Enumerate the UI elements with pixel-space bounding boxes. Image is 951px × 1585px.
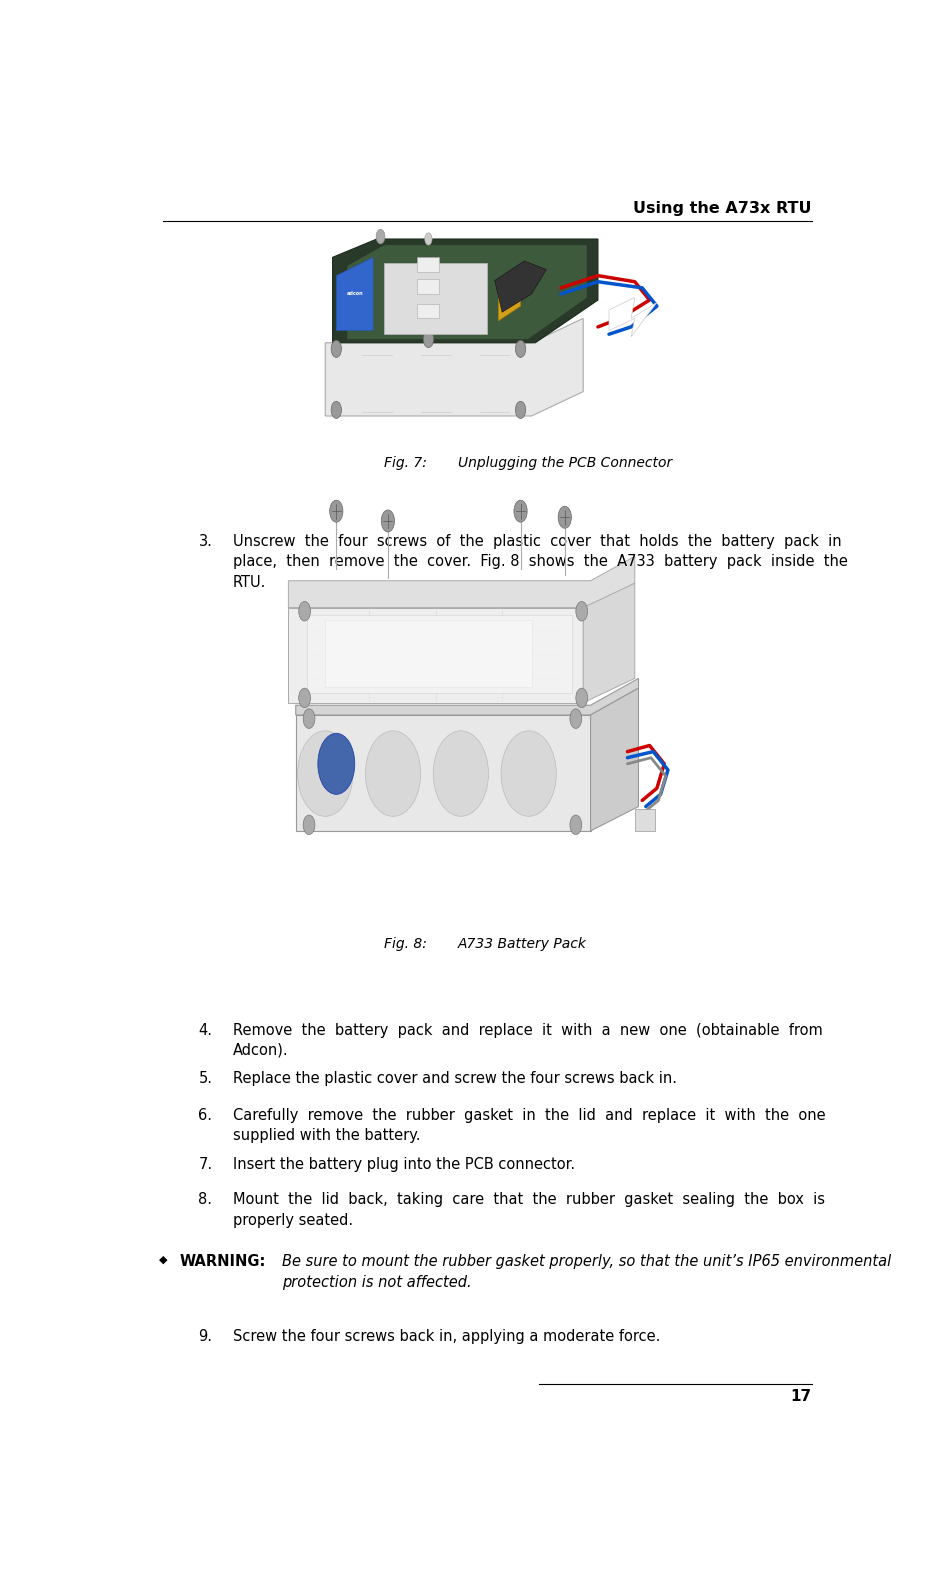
Text: Be sure to mount the rubber gasket properly, so that the unit’s IP65 environment: Be sure to mount the rubber gasket prope… [282,1254,892,1290]
Polygon shape [591,688,638,831]
Polygon shape [296,678,638,715]
Polygon shape [498,269,520,320]
Polygon shape [384,263,487,334]
Polygon shape [495,262,546,312]
Circle shape [515,401,526,418]
Text: Fig. 8:: Fig. 8: [384,937,427,951]
Polygon shape [307,615,573,693]
Polygon shape [347,246,587,339]
Polygon shape [288,607,583,702]
Text: Unplugging the PCB Connector: Unplugging the PCB Connector [457,456,672,471]
Circle shape [575,688,588,707]
Text: 6.: 6. [199,1108,212,1124]
Ellipse shape [298,731,353,816]
Text: 3.: 3. [199,534,212,548]
Text: adcon: adcon [346,292,363,296]
Polygon shape [333,241,535,342]
Bar [417,304,439,319]
Text: Mount  the  lid  back,  taking  care  that  the  rubber  gasket  sealing  the  b: Mount the lid back, taking care that the… [233,1192,825,1228]
Text: Remove  the  battery  pack  and  replace  it  with  a  new  one  (obtainable  fr: Remove the battery pack and replace it w… [233,1022,823,1057]
Polygon shape [325,319,583,415]
Polygon shape [325,620,532,686]
Text: 7.: 7. [199,1157,213,1171]
Circle shape [515,341,526,357]
Text: ◆: ◆ [160,1254,168,1265]
Circle shape [318,734,355,794]
Polygon shape [333,239,598,342]
Circle shape [303,708,315,729]
Text: Unscrew  the  four  screws  of  the  plastic  cover  that  holds  the  battery  : Unscrew the four screws of the plastic c… [233,534,848,590]
Text: WARNING:: WARNING: [180,1254,265,1270]
Circle shape [331,401,341,418]
Circle shape [299,601,311,621]
Polygon shape [288,556,634,607]
Circle shape [376,230,385,244]
Circle shape [558,506,572,528]
Circle shape [381,510,395,533]
Text: A733 Battery Pack: A733 Battery Pack [457,937,587,951]
Ellipse shape [501,731,556,816]
Circle shape [575,601,588,621]
Polygon shape [337,257,373,331]
Circle shape [425,233,432,246]
Polygon shape [609,298,657,336]
Circle shape [330,501,343,521]
Bar [634,808,655,831]
Text: 8.: 8. [199,1192,212,1208]
Text: 9.: 9. [199,1328,212,1344]
Text: Using the A73x RTU: Using the A73x RTU [633,201,811,216]
Circle shape [570,815,582,835]
Text: Fig. 7:: Fig. 7: [384,456,427,471]
Circle shape [303,815,315,835]
Bar [417,279,439,293]
Text: 5.: 5. [199,1071,212,1086]
Text: 4.: 4. [199,1022,212,1038]
Circle shape [514,501,527,521]
Text: Screw the four screws back in, applying a moderate force.: Screw the four screws back in, applying … [233,1328,661,1344]
Text: Carefully  remove  the  rubber  gasket  in  the  lid  and  replace  it  with  th: Carefully remove the rubber gasket in th… [233,1108,825,1143]
Polygon shape [296,715,591,831]
Ellipse shape [434,731,489,816]
Circle shape [570,708,582,729]
Circle shape [423,331,434,347]
Circle shape [331,341,341,357]
Text: Insert the battery plug into the PCB connector.: Insert the battery plug into the PCB con… [233,1157,575,1171]
Bar [417,257,439,273]
Ellipse shape [365,731,420,816]
Text: Replace the plastic cover and screw the four screws back in.: Replace the plastic cover and screw the … [233,1071,677,1086]
Text: 17: 17 [790,1388,811,1404]
Circle shape [299,688,311,707]
Polygon shape [583,583,634,702]
